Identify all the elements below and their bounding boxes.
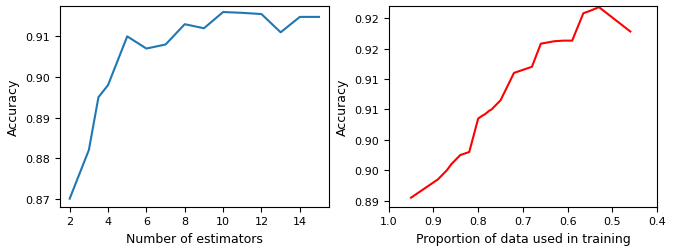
X-axis label: Proportion of data used in training: Proportion of data used in training (415, 232, 631, 245)
Y-axis label: Accuracy: Accuracy (336, 78, 349, 136)
Y-axis label: Accuracy: Accuracy (7, 78, 20, 136)
X-axis label: Number of estimators: Number of estimators (126, 232, 262, 245)
